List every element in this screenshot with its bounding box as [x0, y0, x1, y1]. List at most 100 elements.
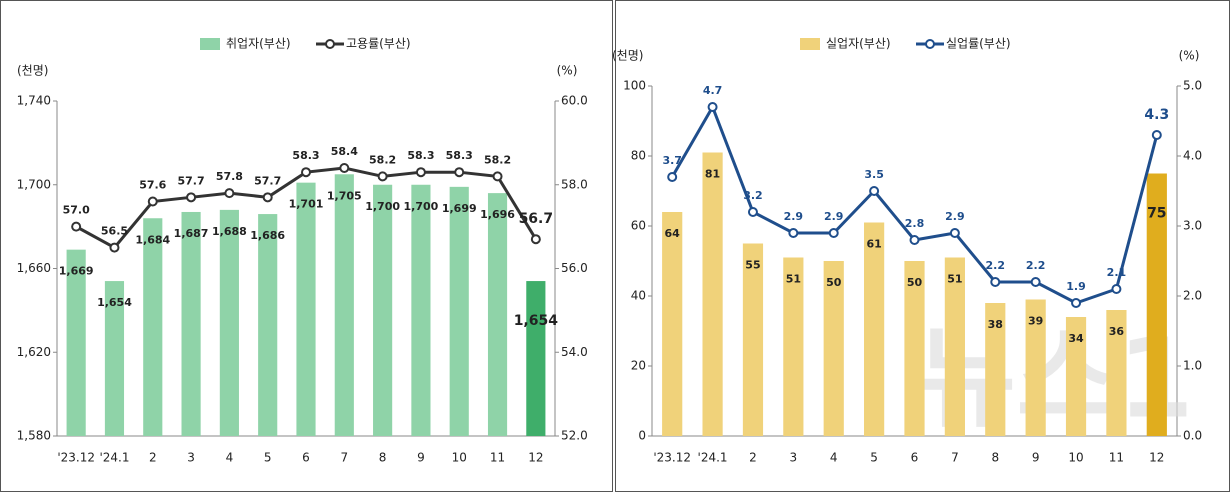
line-marker: [990, 277, 1001, 287]
line-value-label: 57.7: [254, 174, 281, 187]
bar-value-label: 1,654: [97, 296, 132, 309]
legend-swatch: [800, 38, 820, 50]
line-marker: [667, 172, 678, 182]
y2-tick-label: 5.0: [1183, 79, 1202, 93]
bar-value-label: 36: [1109, 325, 1125, 338]
bar: [104, 281, 125, 436]
line-value-label: 57.0: [63, 204, 90, 217]
x-tick-label: 5: [264, 451, 272, 465]
y-tick-label: 1,580: [17, 429, 51, 443]
x-tick-label: 6: [302, 451, 310, 465]
legend-marker: [925, 39, 935, 49]
bar-value-label: 1,701: [289, 198, 324, 211]
line-value-label: 56.5: [101, 225, 128, 238]
bar: [526, 281, 546, 436]
line-marker: [530, 234, 541, 245]
y2-tick-label: 54.0: [561, 345, 588, 359]
bar-value-label: 1,700: [365, 200, 400, 213]
y-tick-label: 100: [623, 79, 646, 93]
bar: [373, 184, 393, 436]
y2-tick-label: 4.0: [1183, 149, 1202, 163]
x-tick-label: '24.1: [698, 451, 728, 465]
x-tick-label: 2: [749, 451, 757, 465]
line-value-label: 58.3: [446, 149, 473, 162]
bar: [66, 249, 86, 436]
x-tick-label: '23.12: [57, 451, 95, 465]
line-marker: [109, 242, 120, 253]
x-tick-label: 8: [379, 451, 387, 465]
bar-value-label: 50: [826, 276, 842, 289]
y-tick-label: 1,620: [17, 345, 51, 359]
y-tick-label: 80: [631, 149, 646, 163]
bar-value-label: 50: [907, 276, 923, 289]
y-tick-label: 20: [631, 359, 646, 373]
bar: [985, 303, 1006, 436]
line-value-label: 3.5: [864, 168, 884, 181]
bar-value-label: 75: [1147, 206, 1166, 222]
legend-label: 취업자(부산): [226, 37, 291, 51]
line-marker: [186, 192, 197, 203]
y-unit: (천명): [612, 48, 643, 63]
y2-tick-label: 56.0: [561, 261, 588, 275]
legend-marker: [325, 39, 335, 49]
line-value-label: 4.3: [1144, 107, 1169, 123]
x-tick-label: 9: [1032, 451, 1040, 465]
bar-value-label: 51: [947, 273, 962, 286]
line-marker: [339, 163, 350, 173]
bar-value-label: 38: [988, 318, 1003, 331]
bar-value-label: 1,696: [480, 208, 515, 221]
y-tick-label: 1,700: [17, 177, 51, 191]
line-marker: [71, 221, 82, 232]
line-marker: [301, 167, 311, 178]
bar-value-label: 64: [665, 227, 681, 240]
bar-value-label: 1,700: [404, 200, 439, 213]
y2-tick-label: 52.0: [561, 429, 588, 443]
bar: [1025, 299, 1046, 436]
y2-tick-label: 1.0: [1183, 359, 1202, 373]
x-tick-label: 12: [1149, 451, 1164, 465]
bar-value-label: 34: [1068, 332, 1084, 345]
legend-label: 고용률(부산): [346, 37, 411, 51]
left-frame: [0, 0, 613, 492]
bar: [487, 193, 508, 436]
line-marker: [1071, 298, 1082, 308]
line-marker: [909, 235, 920, 245]
line-value-label: 2.8: [905, 217, 925, 230]
line-value-label: 2.9: [945, 210, 965, 223]
line-value-label: 57.8: [216, 170, 243, 183]
line-value-label: 58.4: [331, 145, 358, 158]
x-tick-label: 10: [452, 451, 467, 465]
bar: [1146, 173, 1167, 436]
right-frame: [615, 0, 1230, 492]
x-tick-label: 5: [870, 451, 878, 465]
line-marker: [492, 171, 503, 182]
x-tick-label: '23.12: [653, 451, 691, 465]
bar-value-label: 1,687: [174, 227, 209, 240]
bar: [944, 257, 965, 436]
x-tick-label: 3: [187, 451, 195, 465]
line-value-label: 2.1: [1107, 266, 1127, 279]
x-tick-label: 11: [1109, 451, 1124, 465]
bar-value-label: 1,669: [59, 265, 94, 278]
bar: [143, 218, 163, 436]
line-value-label: 57.6: [139, 179, 166, 192]
line-marker: [1151, 130, 1162, 140]
line-marker: [1111, 284, 1122, 294]
line-value-label: 2.9: [784, 210, 804, 223]
bar-value-label: 81: [705, 168, 720, 181]
line-value-label: 1.9: [1066, 280, 1086, 293]
bar-value-label: 51: [786, 273, 801, 286]
line-value-label: 58.2: [484, 153, 511, 166]
line-value-label: 58.2: [369, 153, 396, 166]
line-marker: [415, 167, 426, 178]
y-unit: (천명): [17, 63, 48, 78]
line-marker: [377, 171, 388, 182]
x-tick-label: '24.1: [99, 451, 129, 465]
x-tick-label: 10: [1068, 451, 1083, 465]
y2-tick-label: 58.0: [561, 177, 588, 191]
x-tick-label: 12: [528, 451, 543, 465]
bar: [742, 243, 764, 436]
bar: [702, 152, 723, 436]
legend-swatch: [200, 38, 220, 50]
